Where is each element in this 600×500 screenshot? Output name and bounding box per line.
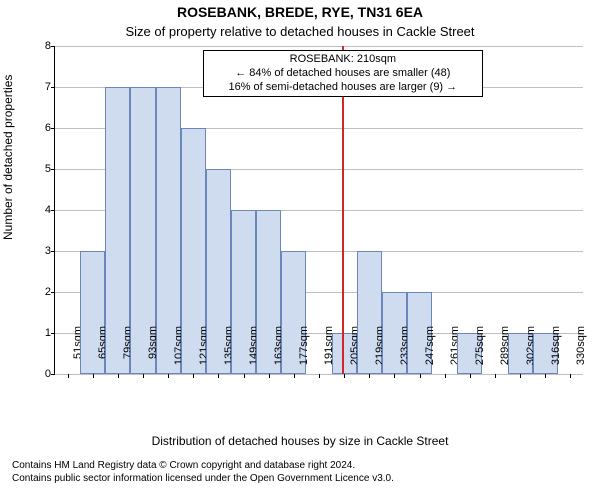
x-tick-label: 330sqm	[575, 326, 587, 380]
x-tick-mark	[520, 374, 521, 378]
x-tick-mark	[445, 374, 446, 378]
footer-line-2: Contains public sector information licen…	[12, 473, 600, 486]
y-tick-label: 4	[45, 204, 51, 216]
x-tick-label: 316sqm	[550, 326, 562, 380]
x-tick-mark	[545, 374, 546, 378]
y-tick-label: 7	[45, 81, 51, 93]
x-tick-mark	[68, 374, 69, 378]
gridline	[55, 46, 583, 47]
y-axis-label: Number of detached properties	[1, 75, 15, 240]
x-tick-mark	[420, 374, 421, 378]
x-tick-mark	[168, 374, 169, 378]
x-tick-mark	[143, 374, 144, 378]
y-tick-label: 1	[45, 327, 51, 339]
y-tick-label: 6	[45, 122, 51, 134]
annotation-box: ROSEBANK: 210sqm← 84% of detached houses…	[203, 50, 483, 97]
footer-attribution: Contains HM Land Registry data © Crown c…	[0, 460, 600, 485]
annotation-line: ROSEBANK: 210sqm	[208, 53, 478, 67]
y-tick-label: 3	[45, 245, 51, 257]
y-tick-label: 2	[45, 286, 51, 298]
chart-subtitle: Size of property relative to detached ho…	[0, 24, 600, 39]
x-tick-mark	[570, 374, 571, 378]
x-tick-mark	[495, 374, 496, 378]
x-tick-mark	[369, 374, 370, 378]
x-tick-mark	[218, 374, 219, 378]
chart-title: ROSEBANK, BREDE, RYE, TN31 6EA	[0, 4, 600, 20]
x-tick-label: 177sqm	[298, 326, 310, 380]
x-tick-mark	[193, 374, 194, 378]
x-tick-label: 275sqm	[474, 326, 486, 380]
x-tick-mark	[344, 374, 345, 378]
x-tick-label: 247sqm	[424, 326, 436, 380]
x-tick-mark	[244, 374, 245, 378]
x-tick-mark	[294, 374, 295, 378]
x-tick-mark	[118, 374, 119, 378]
x-axis-label: Distribution of detached houses by size …	[0, 434, 600, 448]
y-tick-label: 8	[45, 40, 51, 52]
annotation-line: 16% of semi-detached houses are larger (…	[208, 81, 478, 95]
x-tick-mark	[394, 374, 395, 378]
y-tick-label: 5	[45, 163, 51, 175]
annotation-line: ← 84% of detached houses are smaller (48…	[208, 67, 478, 81]
x-tick-mark	[470, 374, 471, 378]
y-tick-label: 0	[45, 368, 51, 380]
x-tick-mark	[319, 374, 320, 378]
x-tick-mark	[269, 374, 270, 378]
plot-area: 01234567851sqm65sqm79sqm93sqm107sqm121sq…	[54, 46, 583, 375]
x-tick-mark	[93, 374, 94, 378]
footer-line-1: Contains HM Land Registry data © Crown c…	[12, 460, 600, 473]
